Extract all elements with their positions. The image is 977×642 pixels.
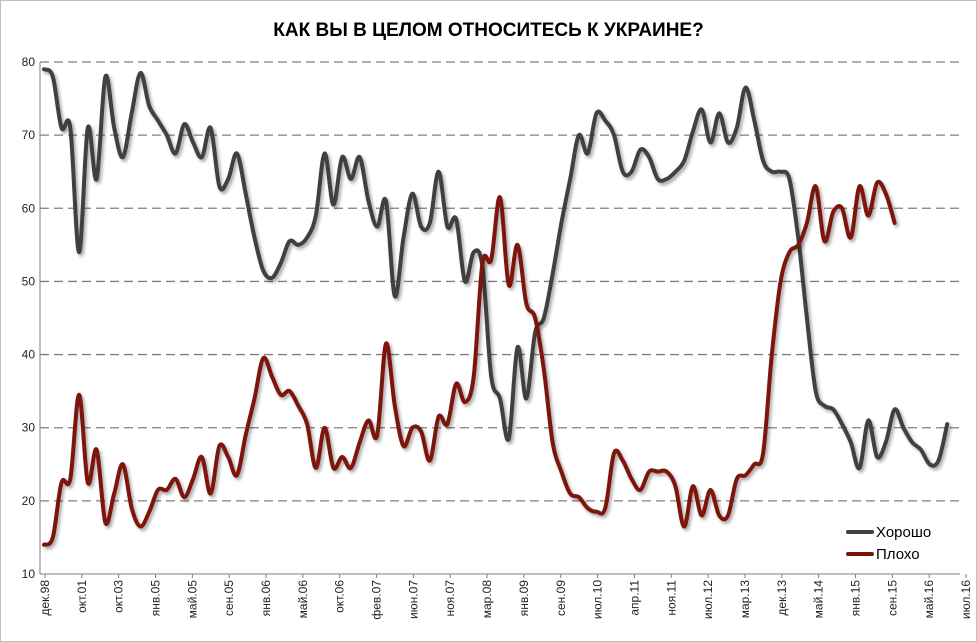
x-tick-label-22: янв.15 [848, 580, 862, 617]
x-tick-label-17: ноя.11 [664, 580, 678, 616]
y-tick-label-60: 60 [22, 201, 36, 215]
x-tick-label-11: ноя.07 [443, 580, 457, 617]
x-tick-label-0: дек.98 [38, 580, 52, 616]
x-tick-label-9: фев.07 [370, 580, 384, 620]
x-tick-label-6: янв.06 [259, 580, 273, 617]
x-tick-label-16: апр.11 [627, 580, 641, 616]
y-tick-label-20: 20 [22, 494, 36, 508]
x-tick-label-19: мар.13 [738, 580, 752, 619]
x-tick-label-7: май.06 [296, 580, 310, 619]
x-tick-label-10: июн.07 [406, 580, 420, 619]
y-tick-label-80: 80 [22, 55, 36, 69]
y-tick-label-30: 30 [22, 421, 36, 435]
x-tick-label-8: окт.06 [333, 580, 347, 613]
legend-label-0: Хорошо [876, 524, 931, 541]
x-tick-label-2: окт.03 [112, 580, 126, 613]
x-tick-label-20: дек.13 [775, 580, 789, 616]
series-line-0 [42, 67, 950, 471]
x-tick-label-4: май.05 [185, 580, 199, 619]
y-tick-label-40: 40 [22, 348, 36, 362]
x-tick-label-24: май.16 [922, 580, 936, 619]
x-tick-label-25: июл.16 [959, 580, 973, 619]
y-tick-label-10: 10 [22, 567, 36, 581]
y-tick-label-70: 70 [22, 128, 36, 142]
series-line-1 [42, 179, 897, 547]
x-tick-label-5: сен.05 [222, 580, 236, 616]
x-tick-label-14: сен.09 [554, 580, 568, 616]
x-tick-label-15: июл.10 [591, 580, 605, 619]
chart-title: КАК ВЫ В ЦЕЛОМ ОТНОСИТЕСЬ К УКРАИНЕ? [273, 20, 704, 41]
y-tick-label-50: 50 [22, 274, 36, 288]
x-tick-label-13: янв.09 [517, 580, 531, 617]
x-tick-label-3: янв.05 [149, 580, 163, 617]
x-tick-label-23: сен.15 [885, 580, 899, 616]
x-tick-label-21: май.14 [812, 580, 826, 619]
legend-label-1: Плохо [876, 546, 920, 563]
x-tick-label-1: окт.01 [75, 580, 89, 613]
x-tick-label-18: июл.12 [701, 580, 715, 619]
x-tick-label-12: мар.08 [480, 580, 494, 619]
